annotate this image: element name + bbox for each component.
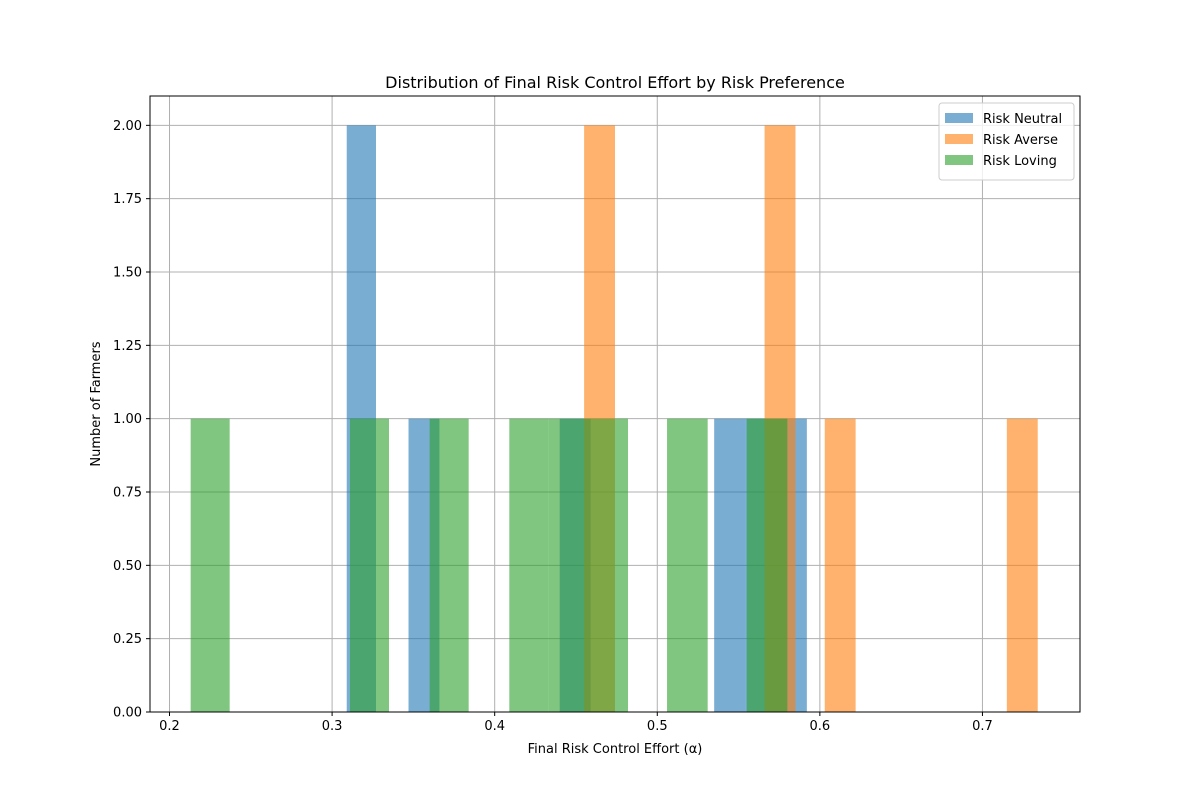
histogram-bar-risk-loving bbox=[548, 418, 588, 712]
y-tick-label: 2.00 bbox=[113, 119, 142, 134]
legend-label: Risk Neutral bbox=[983, 112, 1062, 127]
y-axis-title: Number of Farmers bbox=[89, 341, 104, 466]
y-tick-label: 0.75 bbox=[113, 486, 142, 501]
histogram-bar-risk-loving bbox=[667, 418, 708, 712]
x-tick-label: 0.6 bbox=[810, 719, 831, 734]
y-tick-label: 0.00 bbox=[113, 706, 142, 721]
histogram-bars bbox=[190, 125, 1038, 713]
legend-swatch bbox=[945, 155, 973, 165]
y-tick-label: 0.25 bbox=[113, 632, 142, 647]
x-tick-label: 0.2 bbox=[159, 719, 180, 734]
plot-frame bbox=[149, 95, 1081, 713]
y-axis-ticks: 0.00 0.25 0.50 0.75 1.00 1.25 1.50 1.75 2.00 bbox=[113, 119, 150, 721]
y-tick-label: 0.50 bbox=[113, 559, 142, 574]
x-axis-title: Final Risk Control Effort (α) bbox=[528, 742, 703, 757]
histogram-bar-risk-averse bbox=[824, 418, 856, 712]
y-tick-label: 1.50 bbox=[113, 266, 142, 281]
y-tick-label: 1.00 bbox=[113, 412, 142, 427]
legend-label: Risk Loving bbox=[983, 154, 1057, 169]
histogram-bar-risk-loving bbox=[429, 418, 469, 712]
y-tick-label: 1.75 bbox=[113, 192, 142, 207]
legend-swatch bbox=[945, 113, 973, 123]
x-axis-ticks: 0.2 0.3 0.4 0.5 0.6 0.7 bbox=[159, 712, 993, 734]
histogram-bar-risk-loving bbox=[587, 418, 629, 712]
x-tick-label: 0.4 bbox=[484, 719, 505, 734]
histogram-bar-risk-averse bbox=[1006, 418, 1038, 712]
histogram-bar-risk-loving bbox=[190, 418, 230, 712]
legend-swatch bbox=[945, 134, 973, 144]
histogram-bar-risk-loving bbox=[349, 418, 390, 712]
histogram-bar-risk-neutral bbox=[714, 418, 746, 712]
x-tick-label: 0.5 bbox=[647, 719, 668, 734]
legend: Risk Neutral Risk Averse Risk Loving bbox=[938, 102, 1075, 181]
chart-title: Distribution of Final Risk Control Effor… bbox=[385, 73, 845, 92]
x-tick-label: 0.7 bbox=[972, 719, 993, 734]
histogram-bar-risk-loving bbox=[746, 418, 788, 712]
y-tick-label: 1.25 bbox=[113, 339, 142, 354]
legend-label: Risk Averse bbox=[983, 133, 1058, 148]
x-tick-label: 0.3 bbox=[322, 719, 343, 734]
histogram-bar-risk-loving bbox=[509, 418, 549, 712]
